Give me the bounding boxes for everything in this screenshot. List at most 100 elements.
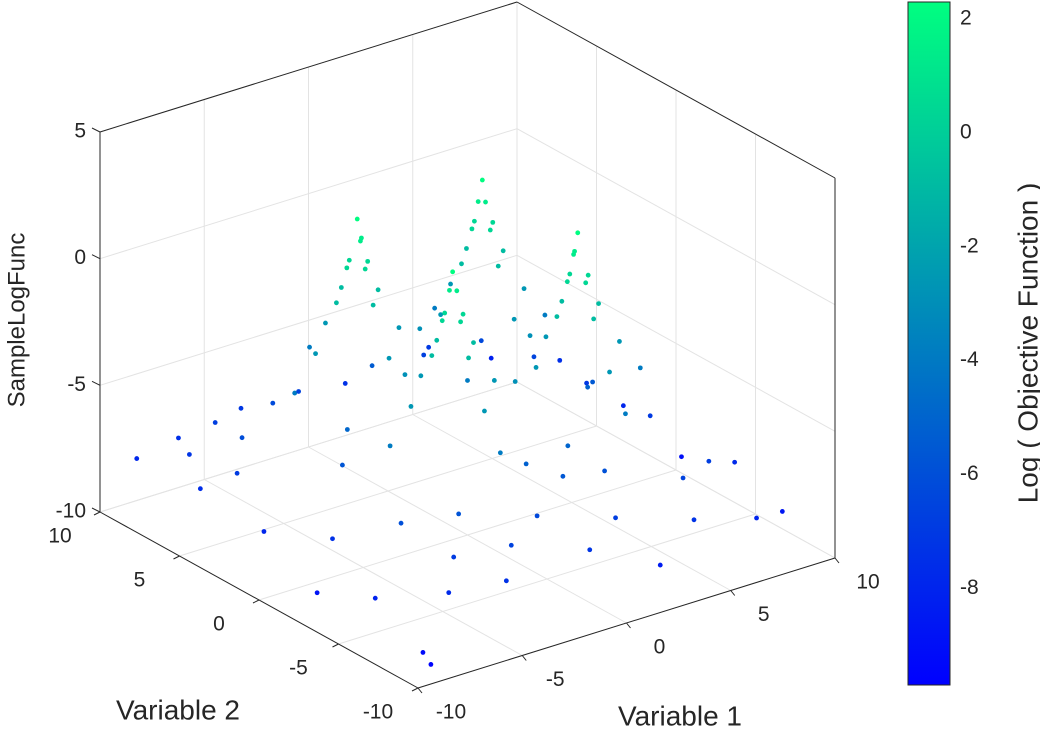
point bbox=[490, 219, 496, 225]
point bbox=[732, 459, 738, 465]
point bbox=[503, 578, 509, 584]
y-tick-label: 0 bbox=[213, 613, 225, 636]
point bbox=[691, 517, 697, 523]
point bbox=[602, 468, 607, 474]
point bbox=[620, 403, 626, 409]
point bbox=[584, 380, 589, 386]
point bbox=[554, 314, 560, 319]
point bbox=[408, 404, 414, 409]
point bbox=[447, 287, 452, 293]
point bbox=[483, 199, 488, 205]
point bbox=[370, 302, 376, 308]
colorbar-tick-label: -4 bbox=[960, 348, 979, 371]
point bbox=[426, 344, 432, 350]
point bbox=[623, 411, 628, 417]
point bbox=[387, 443, 393, 449]
point bbox=[296, 389, 301, 394]
grid-line bbox=[99, 381, 518, 513]
z-axis-title: SampleLogFunc bbox=[3, 233, 30, 408]
tick-mark bbox=[91, 127, 101, 133]
point bbox=[479, 177, 485, 183]
point bbox=[495, 263, 501, 269]
point bbox=[543, 334, 549, 340]
point bbox=[482, 408, 487, 414]
point bbox=[559, 298, 565, 304]
point bbox=[313, 351, 318, 357]
point bbox=[270, 400, 276, 406]
point bbox=[456, 511, 462, 517]
point bbox=[469, 226, 475, 232]
point bbox=[323, 320, 328, 326]
point bbox=[491, 378, 497, 383]
point bbox=[779, 509, 785, 514]
y-axis-title: Variable 2 bbox=[116, 694, 240, 725]
z-tick-label: -5 bbox=[67, 373, 86, 396]
x-tick-label: -5 bbox=[546, 668, 565, 691]
point bbox=[472, 218, 477, 224]
tick-mark bbox=[411, 687, 419, 692]
point bbox=[460, 311, 466, 317]
point bbox=[344, 427, 350, 432]
point bbox=[607, 369, 612, 375]
point bbox=[420, 650, 426, 655]
point bbox=[534, 513, 540, 519]
point bbox=[585, 384, 591, 390]
point bbox=[369, 363, 375, 369]
point bbox=[512, 379, 518, 384]
y-tick-label: 10 bbox=[48, 525, 71, 548]
point bbox=[439, 318, 445, 324]
axis-line bbox=[516, 1, 836, 179]
point bbox=[330, 536, 335, 542]
point bbox=[591, 316, 597, 322]
point bbox=[475, 199, 481, 205]
axes-box bbox=[91, 1, 840, 694]
point bbox=[418, 373, 424, 379]
axis-line bbox=[99, 1, 518, 133]
colorbar-tick-label: 0 bbox=[960, 120, 972, 143]
point bbox=[575, 230, 581, 236]
point bbox=[429, 353, 435, 358]
point bbox=[450, 269, 456, 275]
point bbox=[261, 529, 267, 534]
point bbox=[466, 355, 471, 361]
point bbox=[459, 261, 464, 267]
point bbox=[527, 333, 533, 339]
point bbox=[134, 456, 140, 461]
point bbox=[613, 515, 618, 521]
point bbox=[531, 354, 537, 360]
point bbox=[523, 461, 529, 467]
point bbox=[434, 337, 440, 343]
tick-mark bbox=[252, 599, 260, 604]
colorbar bbox=[907, 1, 951, 686]
point bbox=[340, 462, 345, 468]
tick-mark bbox=[417, 687, 423, 694]
grid-line bbox=[99, 254, 518, 386]
tick-mark bbox=[91, 254, 101, 260]
point bbox=[488, 355, 494, 361]
tick-mark bbox=[91, 380, 101, 386]
point bbox=[647, 413, 653, 419]
point bbox=[500, 248, 506, 254]
grid-line bbox=[516, 381, 836, 559]
grid-line bbox=[179, 425, 597, 557]
point bbox=[471, 340, 476, 345]
point bbox=[587, 547, 593, 553]
point bbox=[542, 312, 548, 318]
point bbox=[583, 280, 589, 286]
point bbox=[358, 238, 363, 244]
tick-mark bbox=[730, 590, 736, 596]
point bbox=[386, 355, 392, 361]
grid-line bbox=[258, 469, 677, 601]
point bbox=[338, 285, 344, 290]
point bbox=[365, 258, 371, 264]
grid-line bbox=[338, 513, 756, 645]
colorbar-tick-label: -6 bbox=[960, 462, 979, 485]
colorbar-tick-label: -2 bbox=[960, 234, 979, 257]
point bbox=[478, 338, 484, 344]
point bbox=[442, 310, 448, 316]
x-tick-label: 5 bbox=[758, 603, 770, 626]
point bbox=[557, 357, 563, 363]
x-tick-label: 10 bbox=[856, 571, 879, 594]
